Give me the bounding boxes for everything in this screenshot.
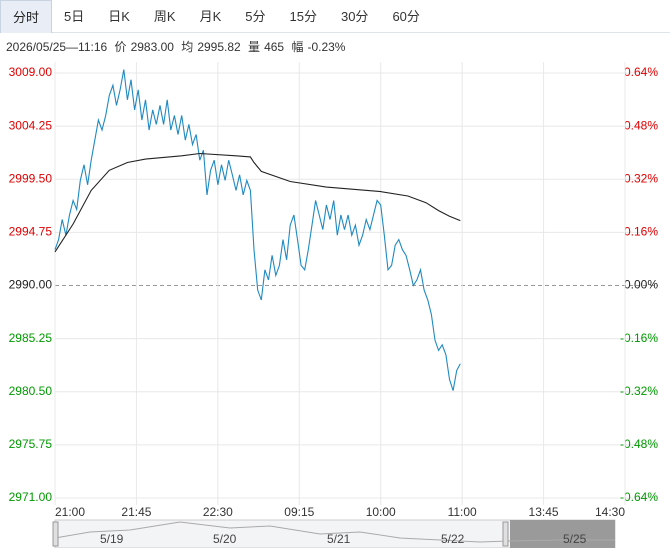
navigator-date: 5/25 — [563, 532, 587, 546]
y2-tick-label: -0.48% — [620, 437, 658, 451]
y-tick-label: 2975.75 — [9, 437, 53, 451]
navigator-date: 5/21 — [327, 532, 351, 546]
tab[interactable]: 30分 — [340, 9, 369, 24]
series-line — [54, 152, 461, 253]
price: 2983.00 — [130, 40, 174, 54]
x-tick-label: 21:45 — [121, 505, 151, 519]
x-tick-label: 13:45 — [529, 505, 559, 519]
navigator-date: 5/22 — [441, 532, 465, 546]
y2-tick-label: 0.00% — [624, 278, 658, 292]
y-tick-label: 2999.50 — [9, 171, 53, 185]
navigator-selection[interactable] — [510, 520, 615, 548]
change-label: 幅 — [291, 40, 304, 54]
navigator-handle[interactable] — [502, 521, 509, 547]
time: 2026/05/25—11:16 — [6, 40, 108, 54]
y-tick-label: 2971.00 — [9, 490, 53, 504]
tab[interactable]: 日K — [108, 9, 130, 24]
change: -0.23% — [307, 40, 346, 54]
navigator-handle[interactable] — [52, 521, 59, 547]
navigator-date: 5/20 — [213, 532, 237, 546]
y2-tick-label: -0.16% — [620, 331, 658, 345]
y2-tick-label: -0.32% — [620, 384, 658, 398]
y2-tick-label: -0.64% — [620, 490, 658, 504]
y2-tick-label: 0.64% — [624, 65, 658, 79]
tab[interactable]: 月K — [199, 9, 222, 24]
avg: 2995.82 — [197, 40, 241, 54]
x-tick-label: 22:30 — [203, 505, 233, 519]
tab[interactable]: 分时 — [0, 0, 53, 33]
y2-tick-label: 0.48% — [624, 118, 658, 132]
tab[interactable]: 15分 — [289, 9, 317, 24]
series-line — [54, 69, 461, 391]
y-tick-label: 2990.00 — [9, 278, 53, 292]
avg-label: 均 — [181, 40, 194, 54]
y-tick-label: 2980.50 — [9, 384, 53, 398]
x-tick-label: 10:00 — [366, 505, 396, 519]
volume-label: 量 — [248, 40, 261, 54]
y-tick-label: 3009.00 — [9, 65, 53, 79]
tab[interactable]: 60分 — [392, 9, 420, 24]
y2-tick-label: 0.32% — [624, 171, 658, 185]
x-tick-label: 09:15 — [284, 505, 314, 519]
y-tick-label: 3004.25 — [9, 118, 53, 132]
y2-tick-label: 0.16% — [624, 225, 658, 239]
tab[interactable]: 周K — [153, 9, 176, 24]
x-tick-label: 11:00 — [448, 505, 477, 519]
info-line: 2026/05/25—11:16 价 2983.00 均 2995.82 量 465 … — [6, 38, 349, 55]
volume: 465 — [264, 40, 285, 54]
y-tick-label: 2985.25 — [9, 331, 53, 345]
price-label: 价 — [114, 40, 127, 54]
tab[interactable]: 5日 — [64, 9, 85, 24]
y-tick-label: 2994.75 — [9, 225, 53, 239]
x-tick-label: 14:30 — [595, 505, 625, 519]
x-tick-label: 21:00 — [55, 505, 85, 519]
navigator-date: 5/19 — [100, 532, 124, 546]
tab[interactable]: 5分 — [245, 9, 266, 24]
tab-bar: 分时 5日 日K 周K 月K 5分 15分 30分 60分 — [0, 0, 670, 33]
